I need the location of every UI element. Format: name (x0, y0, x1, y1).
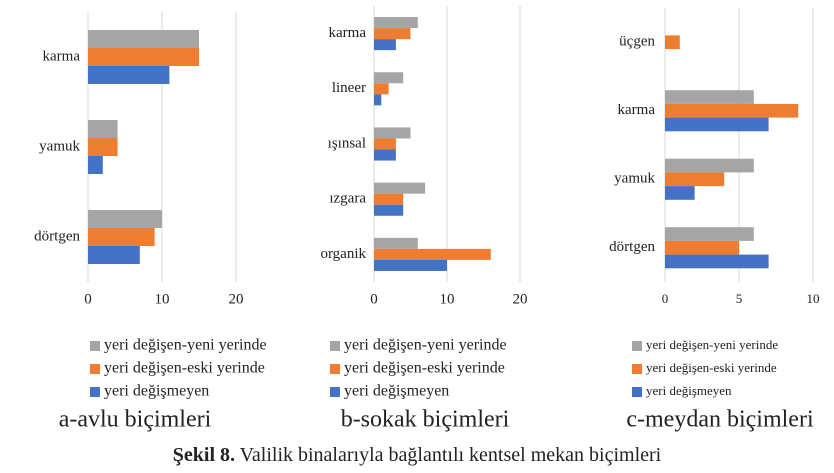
legend-label: yeri değişmeyen (646, 383, 732, 398)
bar (665, 172, 725, 187)
bar (665, 254, 769, 269)
x-tick-label: 0 (662, 291, 669, 306)
bar (88, 66, 170, 84)
category-label: organik (320, 246, 366, 262)
legend-swatch (90, 387, 100, 397)
legend-swatch (632, 364, 642, 374)
legend-swatch (330, 341, 340, 351)
category-label: yamuk (614, 171, 655, 187)
x-tick-label: 20 (229, 291, 244, 307)
category-label: dörtgen (609, 239, 655, 255)
bar (374, 248, 491, 260)
legend-label: yeri değişen-yeni yerinde (344, 337, 507, 354)
x-tick-label: 10 (440, 291, 455, 307)
bar (665, 240, 739, 255)
bar (88, 120, 118, 138)
chart-subtitle: c-meydan biçimleri (626, 407, 814, 433)
legend-swatch (632, 387, 642, 397)
legend-swatch (330, 387, 340, 397)
caption-label: Şekil 8. (173, 444, 235, 466)
legend-swatch (632, 341, 642, 351)
x-tick-label: 0 (84, 291, 92, 307)
x-tick-label: 10 (155, 291, 170, 307)
legend-label: yeri değişen-yeni yerinde (646, 337, 778, 352)
bar (374, 138, 396, 150)
legend-swatch (90, 341, 100, 351)
x-tick-label: 20 (513, 291, 528, 307)
bar (88, 30, 199, 48)
legend-label: yeri değişen-eski yerinde (646, 360, 777, 375)
bar (374, 72, 404, 84)
bar (665, 103, 799, 118)
legend-label: yeri değişen-yeni yerinde (104, 337, 267, 354)
category-label: lineer (332, 80, 366, 96)
bar (374, 182, 426, 194)
legend-label: yeri değişmeyen (344, 383, 449, 400)
bar (374, 39, 396, 51)
bar (374, 149, 396, 161)
bar (665, 90, 754, 104)
bar (665, 186, 695, 200)
category-label: karma (618, 102, 656, 118)
chart-subtitle: a-avlu biçimleri (59, 407, 212, 433)
bar (374, 259, 447, 271)
bar (665, 158, 754, 173)
bar (374, 237, 418, 249)
bar (88, 48, 199, 66)
legend-label: yeri değişen-eski yerinde (104, 360, 265, 377)
category-label: dörtgen (34, 228, 80, 244)
bar (374, 28, 411, 40)
legend-label: yeri değişen-eski yerinde (344, 360, 505, 377)
legend-swatch (330, 364, 340, 374)
bar (88, 156, 103, 174)
category-label: ışınsal (328, 135, 366, 151)
category-label: ızgara (329, 191, 366, 207)
caption-text: Valilik binalarıyla bağlantılı kentsel m… (240, 444, 662, 466)
category-label: üçgen (619, 34, 655, 50)
bar (374, 204, 404, 216)
x-tick-label: 5 (736, 291, 743, 306)
bar (374, 17, 418, 29)
bar (374, 193, 404, 205)
bar (374, 127, 411, 139)
bar (665, 227, 754, 241)
bar (88, 228, 155, 246)
caption: Şekil 8. Valilik binalarıyla bağlantılı … (173, 444, 662, 466)
legend-label: yeri değişmeyen (104, 383, 209, 400)
bar (88, 138, 118, 156)
bar (665, 117, 769, 132)
bar (665, 35, 680, 50)
bar (88, 246, 140, 264)
x-tick-label: 10 (807, 291, 820, 306)
legend-swatch (90, 364, 100, 374)
category-label: yamuk (39, 138, 80, 154)
bar (88, 210, 162, 228)
bar (374, 83, 389, 95)
x-tick-label: 0 (370, 291, 378, 307)
category-label: karma (329, 25, 367, 41)
category-label: karma (43, 48, 81, 64)
bar (374, 94, 382, 106)
chart-subtitle: b-sokak biçimleri (341, 407, 510, 433)
